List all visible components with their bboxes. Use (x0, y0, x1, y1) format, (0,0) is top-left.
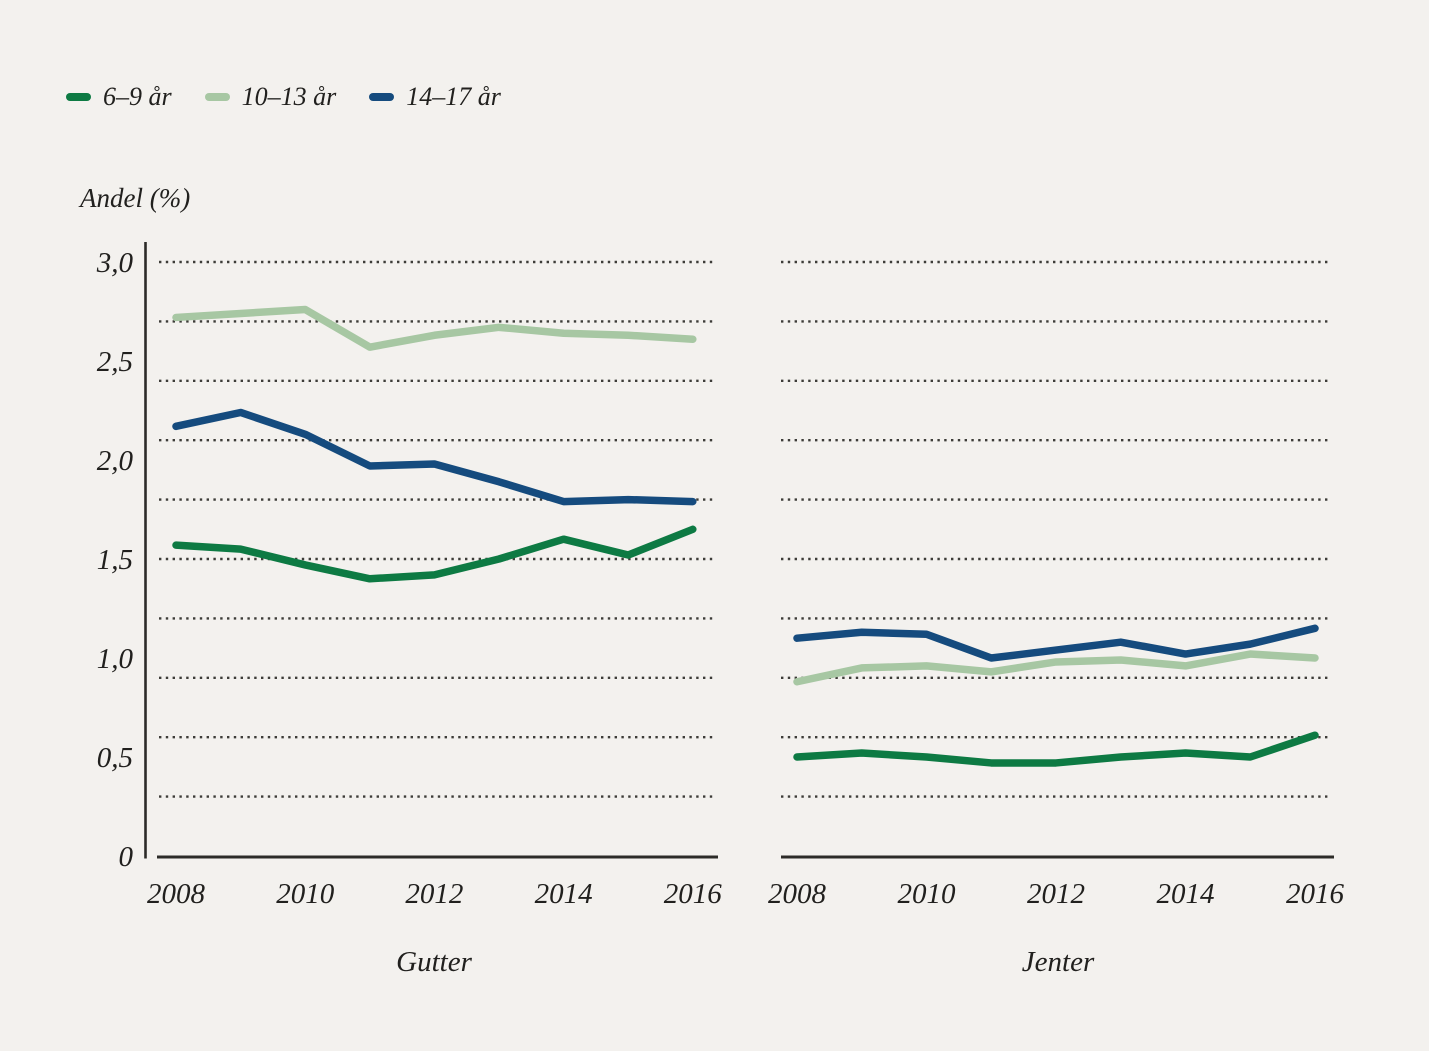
series-line-jenter-6-9-ar (793, 731, 1319, 767)
legend-item-6-9-ar: 6–9 år (66, 84, 172, 110)
x-tick-label: 2014 (1157, 878, 1215, 910)
series-line-gutter-10-13-ar (172, 305, 697, 351)
legend-label-14-17-ar: 14–17 år (406, 82, 501, 111)
legend-label-6-9-ar: 6–9 år (103, 82, 172, 111)
x-tick-label: 2012 (1027, 878, 1085, 910)
y-tick-label: 0 (119, 841, 134, 873)
y-tick-label: 2,0 (97, 445, 134, 477)
legend-swatch-14-17-ar (369, 93, 395, 101)
y-tick-label: 1,0 (97, 643, 134, 675)
x-tick-label: 2010 (276, 878, 335, 910)
x-tick-label: 2016 (1286, 878, 1345, 910)
series-line-jenter-10-13-ar (793, 650, 1319, 686)
y-tick-label: 0,5 (97, 742, 133, 774)
x-tick-label: 2012 (405, 878, 463, 910)
y-axis-title: Andel (%) (80, 183, 191, 213)
x-tick-label: 2008 (147, 878, 206, 910)
x-tick-label: 2014 (535, 878, 593, 910)
legend-item-10-13-ar: 10–13 år (204, 82, 337, 111)
legend: 6–9 år 10–13 år 14–17 år (66, 84, 501, 110)
x-tick-label: 2008 (768, 878, 827, 910)
legend-label-10-13-ar: 10–13 år (241, 82, 337, 111)
panel-title-jenter: Jenter (1022, 946, 1095, 978)
y-tick-label: 3,0 (96, 247, 134, 279)
legend-item-14-17-ar: 14–17 år (369, 84, 501, 110)
legend-swatch-10-13-ar (204, 93, 230, 101)
series-line-jenter-14-17-ar (793, 624, 1319, 662)
y-tick-label: 1,5 (97, 544, 133, 576)
panel-title-gutter: Gutter (396, 946, 472, 978)
series-line-gutter-6-9-ar (172, 525, 697, 583)
x-tick-label: 2010 (898, 878, 957, 910)
legend-swatch-6-9-ar (66, 93, 91, 101)
series-line-gutter-14-17-ar (172, 408, 697, 506)
y-tick-label: 2,5 (97, 346, 133, 378)
x-tick-label: 2016 (664, 878, 723, 910)
